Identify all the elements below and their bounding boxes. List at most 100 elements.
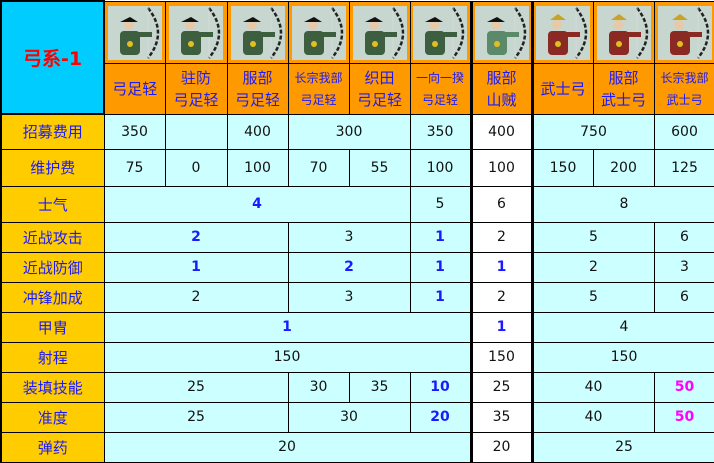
unit-name-line2: 弓足轻 xyxy=(228,89,288,111)
unit-name-line2: 弓足轻 xyxy=(289,89,349,111)
stat-value: 1 xyxy=(410,222,471,252)
stat-value-text: 25 xyxy=(187,379,205,395)
stat-value: 400 xyxy=(471,114,532,149)
stat-value-text: 150 xyxy=(550,160,577,176)
stat-value-text: 40 xyxy=(585,379,603,395)
unit-portrait-bandit-archer xyxy=(471,1,532,63)
unit-name: 织田弓足轻 xyxy=(349,63,410,114)
stat-value-text: 400 xyxy=(488,124,515,140)
stat-value: 2 xyxy=(532,252,654,282)
stat-value-text: 2 xyxy=(497,289,506,305)
stat-value-text: 8 xyxy=(620,196,629,212)
unit-portrait-ashigaru-archer xyxy=(410,1,471,63)
stat-value-text: 150 xyxy=(488,349,515,365)
unit-name-line2: 弓足轻 xyxy=(411,89,470,111)
unit-name-line2: 武士弓 xyxy=(594,89,654,111)
stat-value: 150 xyxy=(532,149,593,186)
stat-value: 2 xyxy=(471,282,532,312)
stat-label: 招募费用 xyxy=(1,114,104,149)
stat-value: 100 xyxy=(471,149,532,186)
stat-value-text: 0 xyxy=(192,160,201,176)
stat-value-text: 150 xyxy=(274,349,301,365)
stat-value: 40 xyxy=(532,372,654,402)
stat-value-text: 750 xyxy=(580,124,607,140)
stat-value: 2 xyxy=(288,252,410,282)
stat-value-text: 1 xyxy=(435,259,445,275)
stat-value: 350 xyxy=(410,114,471,149)
stat-value-text: 2 xyxy=(497,229,506,245)
stat-value-text: 3 xyxy=(680,259,689,275)
stat-value: 1 xyxy=(104,312,471,342)
unit-name: 服部武士弓 xyxy=(593,63,654,114)
unit-name: 长宗我部弓足轻 xyxy=(288,63,349,114)
stat-value xyxy=(165,114,227,149)
unit-name-line1: 服部 xyxy=(473,67,531,89)
stat-value: 5 xyxy=(410,186,471,222)
stat-value: 25 xyxy=(471,372,532,402)
stat-value-text: 4 xyxy=(252,196,262,212)
stat-value-text: 50 xyxy=(675,409,694,425)
stat-value-text: 6 xyxy=(680,289,689,305)
stat-value-text: 2 xyxy=(344,259,354,275)
stat-value: 350 xyxy=(104,114,165,149)
stat-value-text: 150 xyxy=(611,349,638,365)
unit-portrait-samurai-archer xyxy=(532,1,593,63)
stat-value-text: 20 xyxy=(278,439,296,455)
stat-value: 750 xyxy=(532,114,654,149)
stat-value-text: 20 xyxy=(493,439,511,455)
stat-label: 士气 xyxy=(1,186,104,222)
stat-value: 40 xyxy=(532,402,654,432)
stat-value-text: 300 xyxy=(336,124,363,140)
stat-value-text: 55 xyxy=(371,160,389,176)
stat-value-text: 35 xyxy=(493,409,511,425)
stat-value-text: 2 xyxy=(192,289,201,305)
stat-value: 1 xyxy=(104,252,288,282)
stat-value-text: 5 xyxy=(589,229,598,245)
unit-name-line1: 长宗我部 xyxy=(655,67,714,89)
unit-name: 一向一揆弓足轻 xyxy=(410,63,471,114)
stat-value: 25 xyxy=(104,402,288,432)
unit-name: 长宗我部武士弓 xyxy=(654,63,714,114)
stat-value-text: 6 xyxy=(680,229,689,245)
stat-value: 50 xyxy=(654,402,714,432)
stat-value: 25 xyxy=(532,432,714,462)
unit-name: 服部弓足轻 xyxy=(227,63,288,114)
stat-label: 甲胄 xyxy=(1,312,104,342)
unit-name-line2: 山贼 xyxy=(473,89,531,111)
stat-value-text: 4 xyxy=(620,319,629,335)
stat-value: 2 xyxy=(471,222,532,252)
unit-portrait-ashigaru-archer xyxy=(104,1,165,63)
stat-value: 3 xyxy=(288,222,410,252)
stat-value-text: 5 xyxy=(589,289,598,305)
stat-value-text: 3 xyxy=(345,229,354,245)
stat-value-text: 6 xyxy=(497,196,506,212)
stat-value-text: 400 xyxy=(244,124,271,140)
stat-value-text: 3 xyxy=(345,289,354,305)
unit-name-line1: 弓足轻 xyxy=(105,78,165,100)
stat-value-text: 1 xyxy=(435,289,445,305)
stat-value: 55 xyxy=(349,149,410,186)
unit-name-line2: 弓足轻 xyxy=(166,89,227,111)
stat-value-text: 25 xyxy=(187,409,205,425)
stat-value-text: 25 xyxy=(615,439,633,455)
stat-value-text: 100 xyxy=(244,160,271,176)
stat-value: 150 xyxy=(532,342,714,372)
stat-label: 维护费 xyxy=(1,149,104,186)
stat-value: 35 xyxy=(471,402,532,432)
stat-value: 100 xyxy=(227,149,288,186)
unit-portrait-ashigaru-archer xyxy=(165,1,227,63)
stat-value-text: 5 xyxy=(436,196,445,212)
stat-value: 75 xyxy=(104,149,165,186)
stat-value-text: 2 xyxy=(191,229,201,245)
stat-value: 400 xyxy=(227,114,288,149)
stat-value-text: 50 xyxy=(675,379,694,395)
stat-label: 冲锋加成 xyxy=(1,282,104,312)
stat-value-text: 70 xyxy=(310,160,328,176)
unit-name-line2: 武士弓 xyxy=(655,89,714,111)
stat-value-text: 35 xyxy=(371,379,389,395)
stat-value-text: 1 xyxy=(191,259,201,275)
